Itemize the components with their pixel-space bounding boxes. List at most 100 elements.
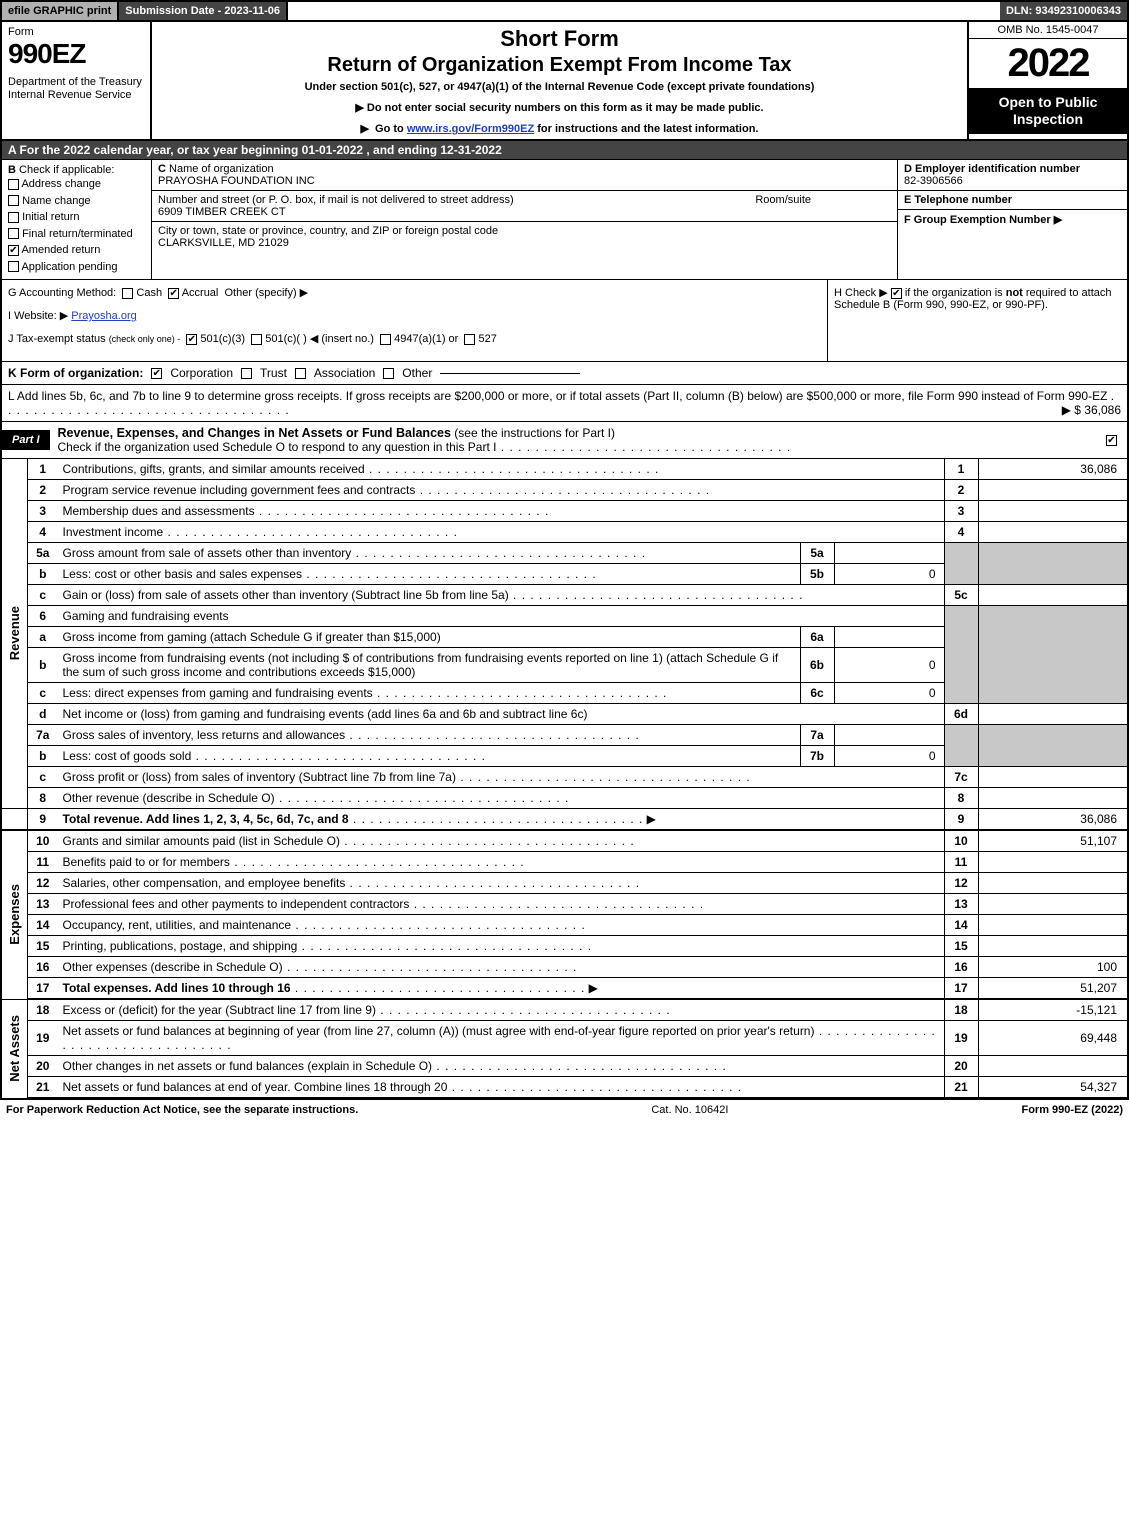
ln5b-desc: Less: cost or other basis and sales expe…: [58, 564, 801, 585]
ln7c-lineno: 7c: [944, 767, 978, 788]
ln1-desc: Contributions, gifts, grants, and simila…: [58, 459, 945, 480]
part-i-check-line: Check if the organization used Schedule …: [58, 440, 497, 454]
ln9-lineno: 9: [944, 809, 978, 831]
rev-side-end: [1, 809, 28, 831]
chk-501c[interactable]: [251, 334, 262, 345]
ln18-lineno: 18: [944, 999, 978, 1021]
chk-name-change[interactable]: Name change: [8, 193, 145, 210]
ln18-amt: -15,121: [978, 999, 1128, 1021]
d-label: D Employer identification number: [904, 163, 1080, 175]
ln2-lineno: 2: [944, 480, 978, 501]
chk-schedule-o[interactable]: ✔: [1106, 435, 1117, 446]
chk-accrual[interactable]: ✔: [168, 288, 179, 299]
chk-corp[interactable]: ✔: [151, 368, 162, 379]
efile-print-label[interactable]: efile GRAPHIC print: [2, 2, 119, 20]
topbar: efile GRAPHIC print Submission Date - 20…: [0, 0, 1129, 22]
short-form-title: Short Form: [160, 26, 959, 52]
ln12-lineno: 12: [944, 873, 978, 894]
chk-cash[interactable]: [122, 288, 133, 299]
ln20-num: 20: [28, 1056, 58, 1077]
ein-value: 82-3906566: [904, 175, 963, 187]
ln12-num: 12: [28, 873, 58, 894]
chk-amended-return[interactable]: ✔ Amended return: [8, 242, 145, 259]
chk-527[interactable]: [464, 334, 475, 345]
chk-501c3[interactable]: ✔: [186, 334, 197, 345]
chk-app-pending[interactable]: Application pending: [8, 259, 145, 276]
ln6abc-lineno: [944, 606, 978, 704]
ln3-num: 3: [28, 501, 58, 522]
ln6c-sv: 0: [834, 683, 944, 704]
ln16-num: 16: [28, 957, 58, 978]
ln6a-sv: [834, 627, 944, 648]
ln3-lineno: 3: [944, 501, 978, 522]
chk-address-change[interactable]: Address change: [8, 176, 145, 193]
ln11-desc: Benefits paid to or for members: [58, 852, 945, 873]
ln6-num: 6: [28, 606, 58, 627]
chk-other[interactable]: [383, 368, 394, 379]
ln17-desc: Total expenses. Add lines 10 through 16 …: [58, 978, 945, 1000]
ln7a-num: 7a: [28, 725, 58, 746]
ln7ab-amt: [978, 725, 1128, 767]
chk-4947[interactable]: [380, 334, 391, 345]
ln14-desc: Occupancy, rent, utilities, and maintena…: [58, 915, 945, 936]
k-corp: Corporation: [170, 366, 233, 380]
ln5b-sl: 5b: [800, 564, 834, 585]
ln5c-lineno: 5c: [944, 585, 978, 606]
section-c: C Name of organization PRAYOSHA FOUNDATI…: [152, 160, 897, 279]
irs-link[interactable]: www.irs.gov/Form990EZ: [407, 123, 534, 135]
c-name-row: C Name of organization PRAYOSHA FOUNDATI…: [152, 160, 897, 191]
c-city-row: City or town, state or province, country…: [152, 222, 897, 252]
ln2-amt: [978, 480, 1128, 501]
ln8-desc: Other revenue (describe in Schedule O): [58, 788, 945, 809]
c-street-lbl: Number and street (or P. O. box, if mail…: [158, 194, 514, 206]
ln17-num: 17: [28, 978, 58, 1000]
website-link[interactable]: Prayosha.org: [71, 310, 136, 322]
section-b: B Check if applicable: Address change Na…: [2, 160, 152, 279]
ln6d-lineno: 6d: [944, 704, 978, 725]
chk-trust[interactable]: [241, 368, 252, 379]
form-word: Form: [8, 26, 144, 38]
chk-assoc[interactable]: [295, 368, 306, 379]
ln15-amt: [978, 936, 1128, 957]
row-i: I Website: ▶ Prayosha.org: [8, 309, 821, 322]
ln3-desc: Membership dues and assessments: [58, 501, 945, 522]
chk-final-return[interactable]: Final return/terminated: [8, 226, 145, 243]
j-note: (check only one) -: [109, 334, 181, 344]
ln7c-desc: Gross profit or (loss) from sales of inv…: [58, 767, 945, 788]
ln6c-sl: 6c: [800, 683, 834, 704]
ln5b-num: b: [28, 564, 58, 585]
ln5ab-amt: [978, 543, 1128, 585]
ln7a-desc: Gross sales of inventory, less returns a…: [58, 725, 801, 746]
e-label: E Telephone number: [904, 194, 1012, 206]
ln8-lineno: 8: [944, 788, 978, 809]
row-a-period: A For the 2022 calendar year, or tax yea…: [0, 141, 1129, 160]
ln2-num: 2: [28, 480, 58, 501]
ln14-amt: [978, 915, 1128, 936]
row-g: G Accounting Method: Cash ✔ Accrual Othe…: [8, 286, 821, 299]
footer-left: For Paperwork Reduction Act Notice, see …: [6, 1104, 358, 1116]
ln14-num: 14: [28, 915, 58, 936]
k-other-input[interactable]: [440, 373, 580, 374]
ln5a-sv: [834, 543, 944, 564]
row-j: J Tax-exempt status (check only one) - ✔…: [8, 332, 821, 345]
h-not: not: [1006, 287, 1023, 299]
ln7c-num: c: [28, 767, 58, 788]
ln5c-amt: [978, 585, 1128, 606]
chk-h[interactable]: ✔: [891, 288, 902, 299]
ln6b-desc: Gross income from fundraising events (no…: [58, 648, 801, 683]
l-amount: ▶ $ 36,086: [1062, 403, 1121, 417]
chk-initial-return[interactable]: Initial return: [8, 209, 145, 226]
ln1-amt: 36,086: [978, 459, 1128, 480]
ln20-lineno: 20: [944, 1056, 978, 1077]
ln4-desc: Investment income: [58, 522, 945, 543]
ln5ab-lineno: [944, 543, 978, 585]
k-trust: Trust: [260, 366, 287, 380]
ln6-desc: Gaming and fundraising events: [58, 606, 945, 627]
ln10-amt: 51,107: [978, 830, 1128, 852]
i-label: I Website: ▶: [8, 310, 68, 322]
k-assoc: Association: [314, 366, 375, 380]
ln5c-num: c: [28, 585, 58, 606]
ln19-amt: 69,448: [978, 1021, 1128, 1056]
c-name-lbl: Name of organization: [169, 163, 274, 175]
ln15-lineno: 15: [944, 936, 978, 957]
